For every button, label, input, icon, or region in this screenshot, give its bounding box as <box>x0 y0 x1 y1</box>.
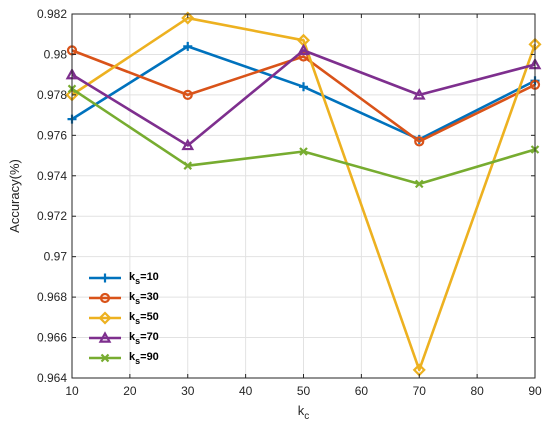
x-axis-label-base: k <box>298 403 305 418</box>
series-line <box>71 16 537 372</box>
legend-label-value: =70 <box>140 331 159 343</box>
y-tick-label: 0.978 <box>37 88 67 102</box>
legend-label-value: =50 <box>140 311 159 323</box>
legend-label-subscript: s <box>135 276 140 286</box>
legend-marker <box>98 331 112 343</box>
x-tick-label: 90 <box>528 384 542 398</box>
data-point <box>412 88 426 100</box>
y-tick-label: 0.97 <box>44 250 68 264</box>
x-axis-ticks: 10 20 30 40 50 60 70 80 90 <box>65 14 542 398</box>
legend-label-base: k <box>129 351 136 363</box>
legend-label: ks=30 <box>129 291 159 306</box>
legend-label-base: k <box>129 331 136 343</box>
legend-label: ks=90 <box>129 351 159 366</box>
x-tick-label: 20 <box>123 384 137 398</box>
y-tick-label: 0.968 <box>37 290 67 304</box>
legend-label-subscript: s <box>135 356 140 366</box>
legend-item: ks=30 <box>89 291 159 306</box>
data-point <box>181 11 195 25</box>
legend-item: ks=70 <box>89 331 159 346</box>
data-point <box>182 89 193 100</box>
legend-label-subscript: s <box>135 296 140 306</box>
x-tick-label: 80 <box>470 384 484 398</box>
series-line <box>71 49 536 147</box>
y-tick-label: 0.976 <box>37 128 67 142</box>
x-tick-label: 10 <box>65 384 79 398</box>
data-point <box>297 43 310 56</box>
legend-item: ks=90 <box>89 351 159 366</box>
legend-label: ks=10 <box>129 271 159 286</box>
legend-item: ks=50 <box>89 311 159 326</box>
legend-label-base: k <box>129 291 136 303</box>
legend-label: ks=70 <box>129 331 159 346</box>
legend-marker <box>100 353 110 363</box>
x-axis-label-subscript: c <box>304 411 309 422</box>
legend-label-base: k <box>129 311 136 323</box>
y-tick-label: 0.972 <box>37 209 67 223</box>
data-point <box>298 51 309 62</box>
legend-marker <box>99 292 111 304</box>
legend-label: ks=50 <box>129 311 159 326</box>
legend-label-value: =90 <box>140 351 159 363</box>
y-tick-label: 0.98 <box>44 47 68 61</box>
legend-label-value: =10 <box>140 271 159 283</box>
series-line <box>71 49 536 143</box>
x-tick-label: 40 <box>239 384 253 398</box>
y-axis-label: Accuracy(%) <box>7 159 22 233</box>
series-ks-90 <box>67 84 540 189</box>
y-tick-label: 0.966 <box>37 331 67 345</box>
data-point <box>181 138 195 151</box>
x-axis-label: kc <box>298 403 310 422</box>
y-tick-label: 0.974 <box>37 169 67 183</box>
x-tick-label: 70 <box>413 384 427 398</box>
legend-marker <box>98 311 112 325</box>
legend-label-subscript: s <box>135 336 140 346</box>
legend-label-subscript: s <box>135 316 140 326</box>
x-tick-label: 30 <box>181 384 195 398</box>
data-point <box>299 82 308 92</box>
x-tick-label: 60 <box>355 384 369 398</box>
series-layer <box>65 11 542 377</box>
legend-label-base: k <box>129 271 136 283</box>
data-point <box>299 147 308 156</box>
y-axis-ticks: 0.964 0.966 0.968 0.97 0.972 0.974 0.976 0.978 0… <box>37 7 535 385</box>
legend-marker <box>100 273 110 283</box>
y-tick-label: 0.964 <box>37 371 67 385</box>
data-point <box>183 161 193 170</box>
data-point <box>414 136 425 147</box>
legend-item: ks=10 <box>89 271 159 286</box>
x-tick-label: 50 <box>297 384 311 398</box>
legend-label-value: =30 <box>140 291 159 303</box>
data-point <box>414 179 424 189</box>
y-tick-label: 0.982 <box>37 7 67 21</box>
data-point <box>183 41 193 51</box>
